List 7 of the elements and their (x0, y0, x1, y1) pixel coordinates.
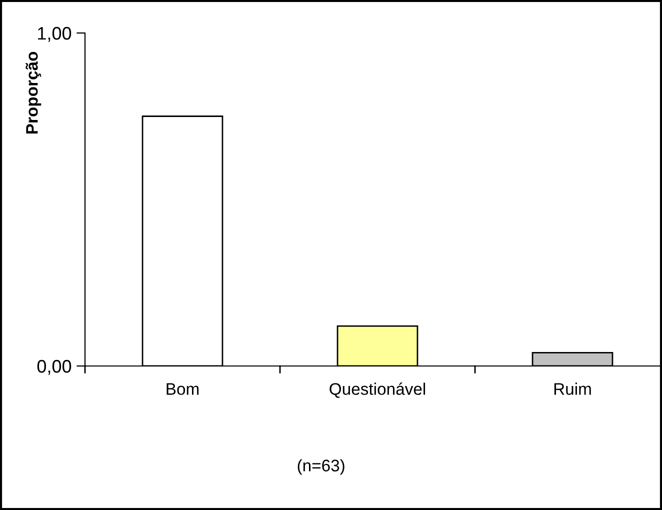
y-axis-title: Proporção (26, 52, 42, 134)
text: (n=63) (298, 459, 344, 475)
y-tick-label: 0,00 (37, 360, 72, 375)
x-tick-label: Ruim (554, 382, 591, 395)
y-tick-label: 1,00 (38, 26, 72, 42)
x-tick-label: Questionável (330, 382, 426, 398)
x-tick-label: Bom (166, 383, 199, 395)
